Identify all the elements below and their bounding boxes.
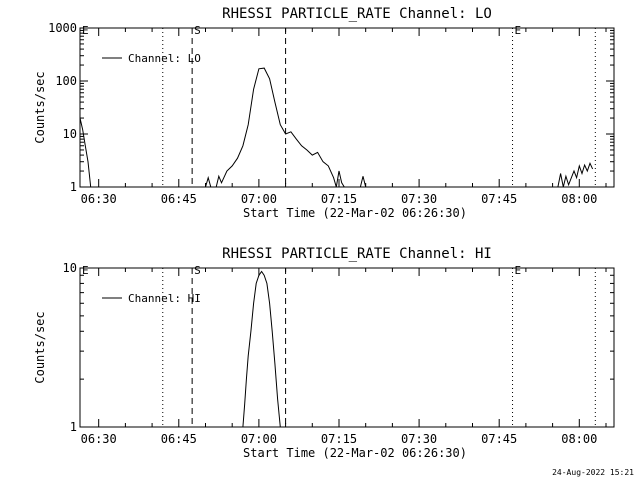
series-line (242, 270, 281, 427)
x-tick-label: 06:45 (161, 432, 197, 446)
x-tick-label: 07:30 (401, 432, 437, 446)
marker-label: E (515, 24, 522, 37)
x-tick-label: 07:00 (241, 432, 277, 446)
x-axis-label: Start Time (22-Mar-02 06:26:30) (243, 206, 467, 220)
x-tick-label: 06:30 (81, 192, 117, 206)
chart-title: RHESSI PARTICLE_RATE Channel: LO (222, 6, 492, 22)
y-tick-label: 10 (63, 127, 77, 141)
x-tick-label: 07:00 (241, 192, 277, 206)
x-tick-label: 06:45 (161, 192, 197, 206)
y-axis-label: Counts/sec (33, 71, 47, 143)
marker-label: S (194, 264, 201, 277)
lo-rate-chart: RHESSI PARTICLE_RATE Channel: LO 06:30 06:… (33, 6, 615, 220)
y-tick-label: 1 (70, 420, 77, 434)
edge-marker-label: E (82, 264, 89, 277)
x-tick-label: 07:15 (321, 432, 357, 446)
generation-date: 24-Aug-2022 15:21 (552, 468, 634, 477)
x-tick-label: 08:00 (561, 192, 597, 206)
y-tick-label: 100 (55, 74, 77, 88)
marker-label: E (515, 264, 522, 277)
x-tick-label: 06:30 (81, 432, 117, 446)
hi-rate-chart: RHESSI PARTICLE_RATE Channel: HI 06:30 06:… (33, 246, 615, 460)
y-axis-label: Counts/sec (33, 311, 47, 383)
x-axis-label: Start Time (22-Mar-02 06:26:30) (243, 446, 467, 460)
y-tick-label: 1000 (48, 21, 77, 35)
legend-label: Channel: HI (128, 292, 201, 305)
legend-label: Channel: LO (128, 52, 201, 65)
x-tick-label: 08:00 (561, 432, 597, 446)
x-tick-label: 07:45 (481, 432, 517, 446)
series-line (80, 67, 594, 187)
marker-label: S (194, 24, 201, 37)
y-tick-label: 10 (63, 261, 77, 275)
edge-marker-label: E (82, 24, 89, 37)
x-tick-label: 07:30 (401, 192, 437, 206)
x-tick-label: 07:15 (321, 192, 357, 206)
x-tick-label: 07:45 (481, 192, 517, 206)
chart-title: RHESSI PARTICLE_RATE Channel: HI (222, 246, 492, 262)
plot-frame (79, 267, 615, 428)
y-tick-label: 1 (70, 180, 77, 194)
